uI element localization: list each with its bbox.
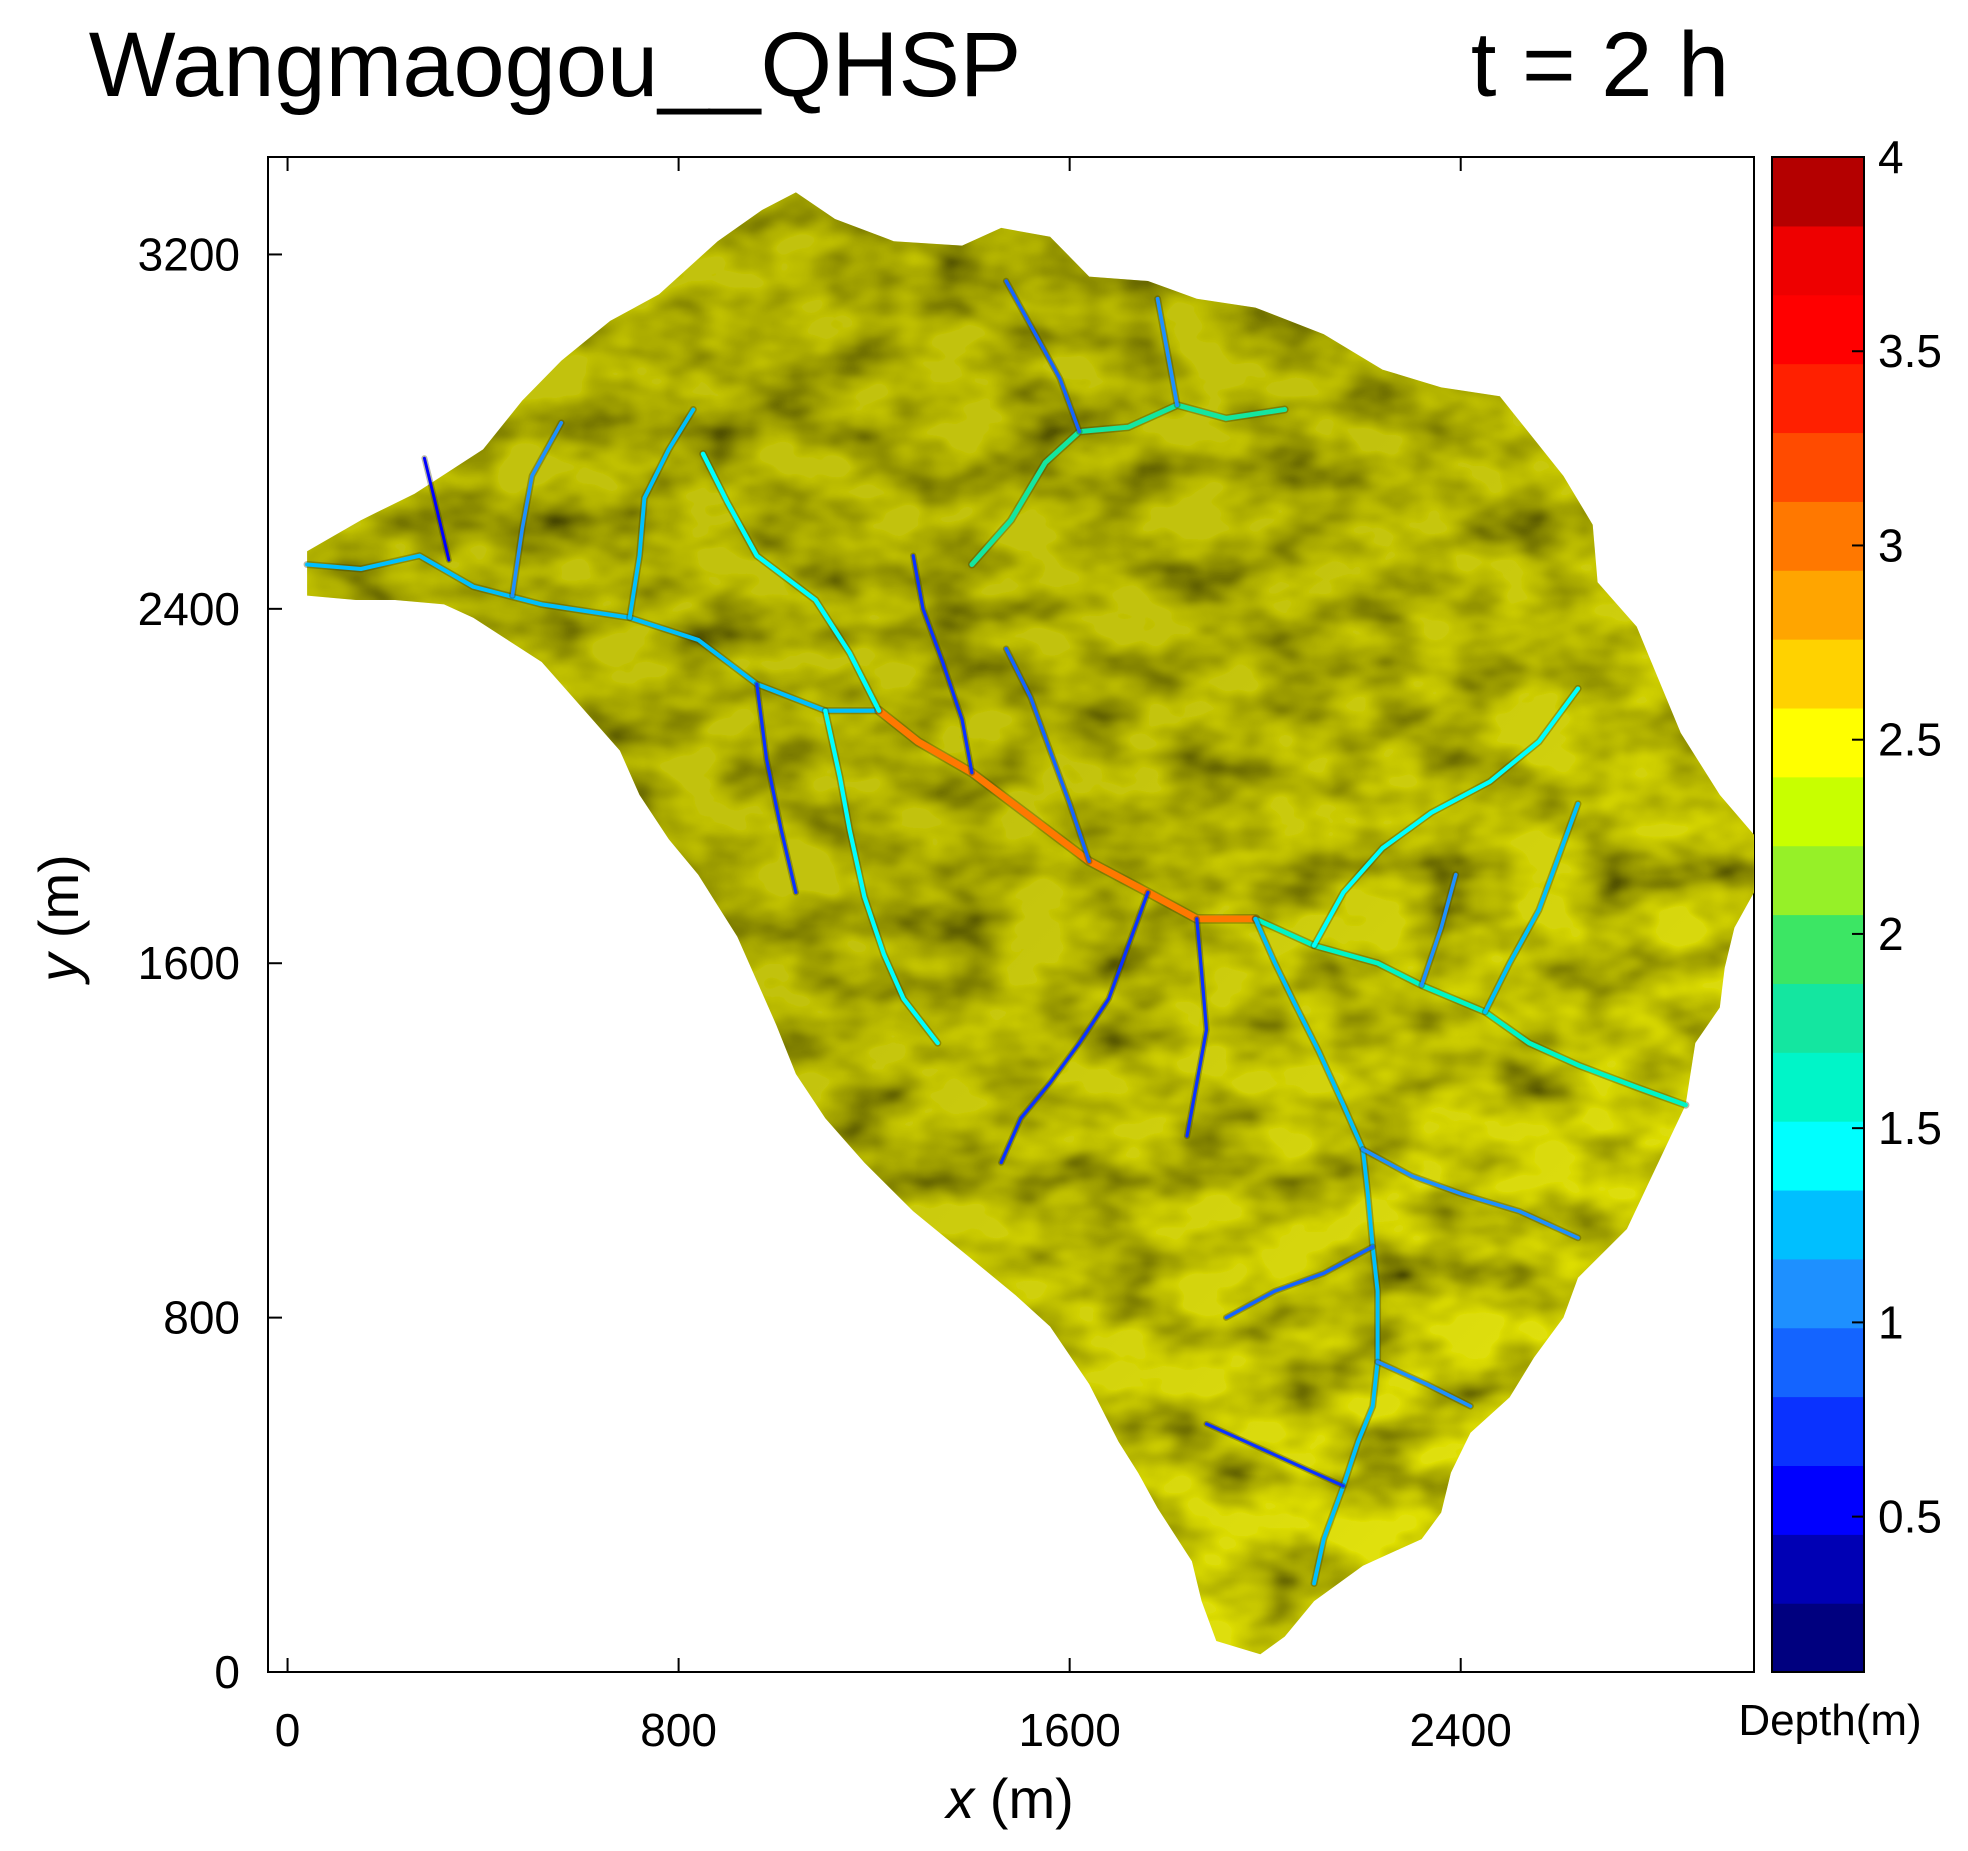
colorbar-tick-label-4: 2.5: [1878, 714, 1942, 766]
colorbar-level-19: [1772, 294, 1864, 365]
colorbar-level-3: [1772, 1396, 1864, 1467]
x-axis-label: x (m): [943, 1767, 1074, 1830]
colorbar-label: Depth(m): [1738, 1696, 1921, 1745]
y-axis-label: y (m): [27, 854, 90, 986]
y-tick-label-4: 3200: [138, 228, 240, 280]
x-axis-label-var: x: [943, 1767, 976, 1830]
channel-9: [999, 890, 1150, 1165]
plot-content: [303, 192, 1754, 1655]
x-tick-label-1: 800: [640, 1704, 717, 1756]
y-axis-label-unit: (m): [27, 854, 90, 954]
channel-6: [823, 708, 940, 1046]
colorbar-level-11: [1772, 845, 1864, 916]
flow-channels: [303, 277, 1690, 1587]
colorbar-level-5: [1772, 1258, 1864, 1329]
catchment-terrain: [307, 192, 1754, 1655]
channel-12: [1224, 1244, 1375, 1320]
colorbar-level-14: [1772, 639, 1864, 709]
chart-time-label: t = 2 h: [1471, 14, 1729, 116]
colorbar-level-18: [1772, 363, 1864, 434]
channel-19: [1155, 296, 1180, 407]
chart-title: Wangmaogou__QHSP: [89, 14, 1021, 116]
channel-5: [969, 402, 1288, 567]
colorbar-level-6: [1772, 1189, 1864, 1260]
colorbar-level-16: [1772, 501, 1864, 571]
colorbar: [1771, 156, 1865, 1673]
colorbar-level-13: [1772, 707, 1864, 778]
colorbar-level-7: [1772, 1121, 1864, 1191]
colorbar-tick-label-5: 3: [1878, 519, 1904, 571]
colorbar-level-15: [1772, 570, 1864, 640]
colorbar-level-4: [1772, 1327, 1864, 1398]
colorbar-level-17: [1772, 432, 1864, 502]
x-tick-label-2: 1600: [1018, 1704, 1120, 1756]
y-axis: 0 800 1600 2400 3200: [138, 228, 282, 1698]
colorbar-level-9: [1772, 983, 1864, 1053]
colorbar-tick-label-6: 3.5: [1878, 325, 1942, 377]
colorbar-level-10: [1772, 914, 1864, 984]
channel-20: [1004, 279, 1082, 434]
channel-8: [510, 421, 564, 598]
channel-23: [1419, 872, 1458, 988]
colorbar-tick-label-2: 1.5: [1878, 1102, 1942, 1154]
channel-21: [755, 682, 798, 895]
channel-15: [1483, 801, 1580, 1014]
colorbar-ticks: 0.5 1 1.5 2 2.5 3 3.5 4: [1852, 131, 1942, 1543]
channel-0: [305, 553, 882, 713]
channel-18: [1004, 646, 1091, 864]
x-tick-label-0: 0: [275, 1704, 301, 1756]
channel-10: [1185, 917, 1209, 1138]
y-tick-label-3: 2400: [138, 583, 240, 635]
y-tick-label-0: 0: [214, 1646, 240, 1698]
colorbar-level-2: [1772, 1465, 1864, 1535]
y-tick-label-2: 1600: [138, 937, 240, 989]
colorbar-level-1: [1772, 1534, 1864, 1604]
channel-11: [1361, 1147, 1580, 1240]
colorbar-tick-label-3: 2: [1878, 908, 1904, 960]
colorbar-tick-label-0: 0.5: [1878, 1491, 1942, 1543]
y-axis-label-var: y: [27, 951, 90, 986]
channel-4: [700, 451, 882, 713]
channel-16: [1311, 686, 1581, 948]
x-axis: 0 800 1600 2400: [275, 157, 1512, 1756]
x-tick-label-3: 2400: [1410, 1704, 1512, 1756]
colorbar-level-8: [1772, 1052, 1864, 1122]
colorbar-level-0: [1772, 1603, 1864, 1673]
channel-14: [1204, 1422, 1345, 1488]
y-tick-label-1: 800: [163, 1292, 240, 1344]
x-axis-label-unit: (m): [974, 1767, 1074, 1830]
colorbar-level-12: [1772, 776, 1864, 847]
channel-7: [627, 407, 696, 620]
channel-13: [1375, 1360, 1473, 1408]
colorbar-level-20: [1772, 225, 1864, 296]
colorbar-tick-label-7: 4: [1878, 131, 1904, 183]
colorbar-border: [1771, 156, 1865, 1673]
colorbar-tick-label-1: 1: [1878, 1296, 1904, 1348]
channel-1: [875, 707, 1259, 923]
channel-17: [911, 554, 974, 775]
channel-22: [422, 456, 451, 562]
colorbar-level-21: [1772, 157, 1864, 227]
